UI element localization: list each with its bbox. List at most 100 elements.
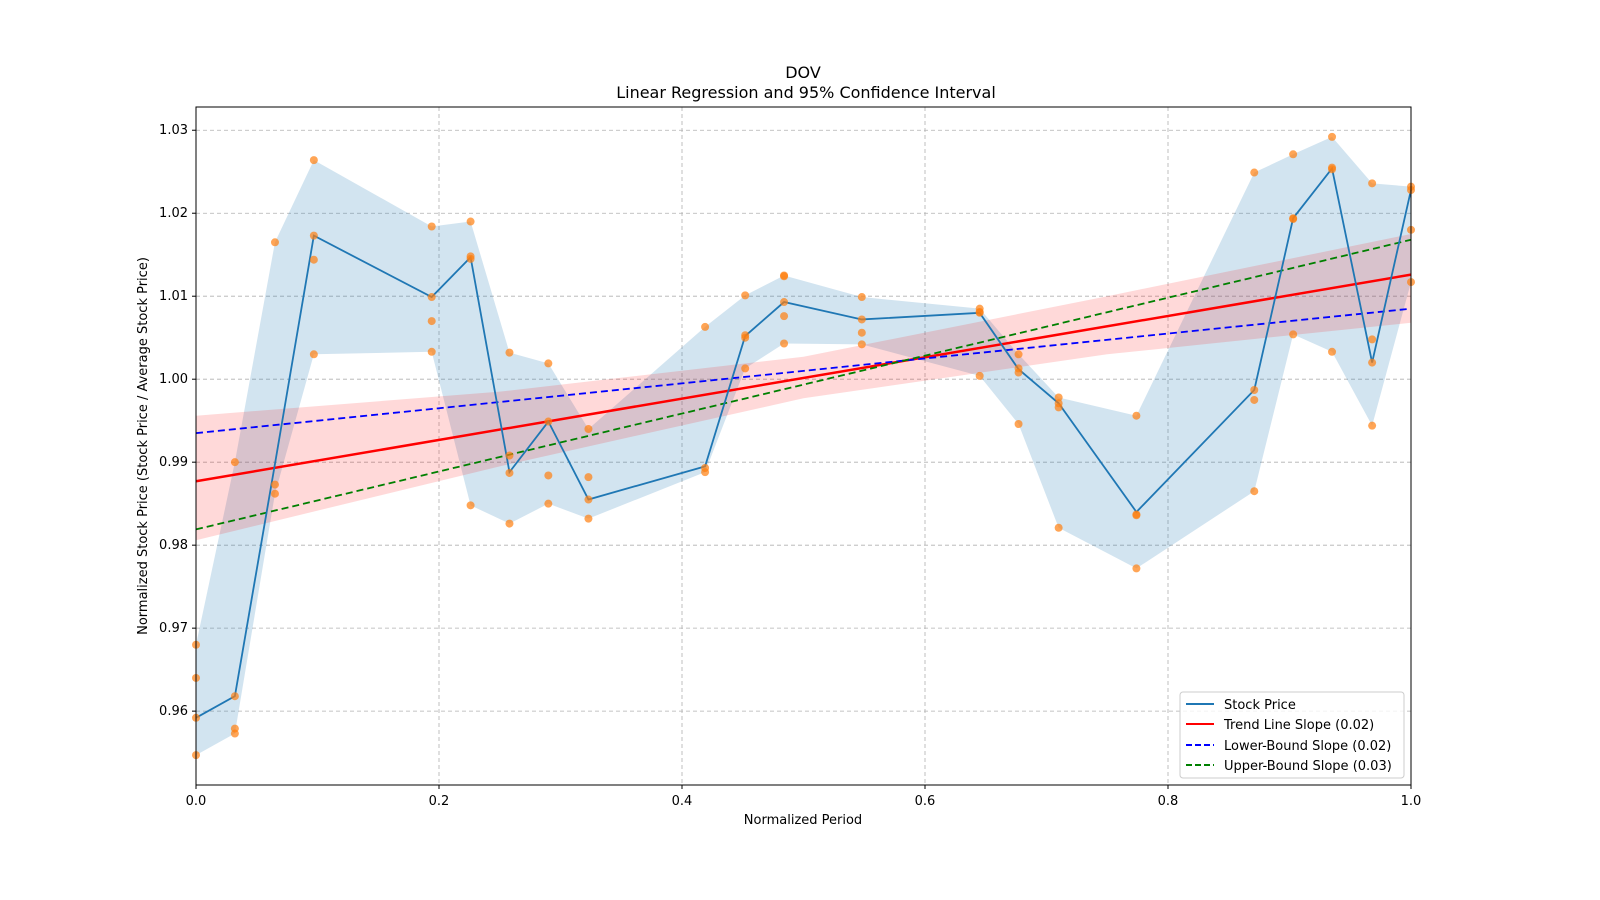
- scatter-point: [544, 471, 553, 480]
- scatter-point: [857, 328, 866, 337]
- scatter-point: [780, 272, 789, 281]
- legend-label-trend: Trend Line Slope (0.02): [1223, 718, 1374, 733]
- upper-bound-line: [195, 238, 1412, 531]
- scatter-point: [309, 231, 318, 240]
- scatter-point: [505, 468, 514, 477]
- lines: [195, 166, 1412, 719]
- x-tick-label: 1.0: [1401, 794, 1422, 809]
- scatter-point: [230, 458, 239, 467]
- legend: Stock Price Trend Line Slope (0.02) Lowe…: [1179, 691, 1405, 779]
- scatter-point: [1328, 132, 1337, 141]
- scatter-point: [584, 473, 593, 482]
- scatter-point: [584, 514, 593, 523]
- chart-title: DOV: [785, 63, 821, 82]
- scatter-point: [230, 692, 239, 701]
- scatter-point: [1014, 368, 1023, 377]
- scatter-point: [466, 501, 475, 510]
- scatter-point: [1250, 385, 1259, 394]
- x-tick-label: 0.0: [186, 794, 207, 809]
- scatter-point: [857, 340, 866, 349]
- scatter-point: [427, 317, 436, 326]
- ticks: 0.0 0.2 0.4 0.6 0.8 1.0 0.96 0.97 0.98 0.99 1.00 1.…: [159, 123, 1421, 809]
- scatter-point: [505, 519, 514, 528]
- scatter-point: [1132, 411, 1141, 420]
- y-tick-label: 1.02: [159, 206, 188, 221]
- scatter-point: [780, 298, 789, 307]
- scatter-point: [780, 339, 789, 348]
- scatter-point: [1250, 168, 1259, 177]
- scatter-point: [544, 417, 553, 426]
- y-tick-label: 0.96: [159, 704, 188, 719]
- scatter-point: [466, 254, 475, 263]
- trend-confidence-band: [196, 233, 1411, 541]
- scatter-point: [270, 480, 279, 489]
- x-tick-label: 0.4: [672, 794, 693, 809]
- x-tick-label: 0.8: [1158, 794, 1179, 809]
- scatter-point: [544, 499, 553, 508]
- scatter-point: [1289, 330, 1298, 339]
- bands: [196, 136, 1411, 756]
- y-tick-label: 1.00: [159, 372, 188, 387]
- trend-line: [195, 273, 1412, 483]
- legend-label-lower: Lower-Bound Slope (0.02): [1224, 739, 1391, 754]
- legend-box: [1179, 691, 1405, 779]
- y-tick-label: 1.03: [159, 123, 188, 138]
- plot-frame: [195, 106, 1412, 786]
- scatter-point: [427, 222, 436, 231]
- scatter-point: [857, 293, 866, 302]
- scatter-point: [1132, 511, 1141, 520]
- lower-bound-line: [195, 307, 1412, 435]
- y-tick-label: 0.97: [159, 621, 188, 636]
- chart-subtitle: Linear Regression and 95% Confidence Int…: [616, 83, 996, 102]
- scatter-point: [1328, 165, 1337, 174]
- stock-price-line: [195, 166, 1412, 719]
- y-tick-label: 1.01: [159, 289, 188, 304]
- scatter-point: [1368, 358, 1377, 367]
- x-tick-label: 0.2: [429, 794, 450, 809]
- scatter-point: [1014, 350, 1023, 359]
- scatter-point: [975, 308, 984, 317]
- stock-range-band: [196, 136, 1411, 756]
- y-tick-label: 0.98: [159, 538, 188, 553]
- scatter-point: [427, 293, 436, 302]
- scatter-point: [1250, 395, 1259, 404]
- scatter-point: [780, 312, 789, 321]
- scatter-point: [975, 371, 984, 380]
- scatter-point: [1250, 487, 1259, 496]
- scatter-points: [192, 132, 1415, 760]
- scatter-point: [584, 424, 593, 433]
- scatter-point: [701, 468, 710, 477]
- scatter-point: [701, 322, 710, 331]
- scatter-point: [309, 156, 318, 165]
- legend-label-stock: Stock Price: [1224, 698, 1296, 713]
- scatter-point: [1054, 523, 1063, 532]
- scatter-point: [1289, 150, 1298, 159]
- scatter-point: [1132, 564, 1141, 573]
- scatter-point: [270, 489, 279, 498]
- scatter-point: [1014, 420, 1023, 429]
- scatter-point: [309, 350, 318, 359]
- scatter-point: [309, 255, 318, 264]
- y-tick-label: 0.99: [159, 455, 188, 470]
- scatter-point: [857, 315, 866, 324]
- scatter-point: [1328, 347, 1337, 356]
- y-axis-label: Normalized Stock Price (Stock Price / Av…: [136, 257, 151, 635]
- scatter-point: [584, 495, 593, 504]
- scatter-point: [505, 348, 514, 357]
- scatter-point: [427, 347, 436, 356]
- scatter-point: [1368, 335, 1377, 344]
- scatter-point: [270, 238, 279, 247]
- scatter-point: [741, 333, 750, 342]
- scatter-point: [1054, 393, 1063, 402]
- scatter-point: [741, 364, 750, 373]
- scatter-point: [1054, 403, 1063, 412]
- scatter-point: [1289, 215, 1298, 224]
- scatter-point: [1368, 179, 1377, 188]
- scatter-point: [505, 451, 514, 460]
- scatter-point: [230, 729, 239, 738]
- legend-label-upper: Upper-Bound Slope (0.03): [1224, 759, 1392, 774]
- x-axis-label: Normalized Period: [744, 813, 862, 828]
- scatter-point: [741, 291, 750, 300]
- scatter-point: [544, 359, 553, 368]
